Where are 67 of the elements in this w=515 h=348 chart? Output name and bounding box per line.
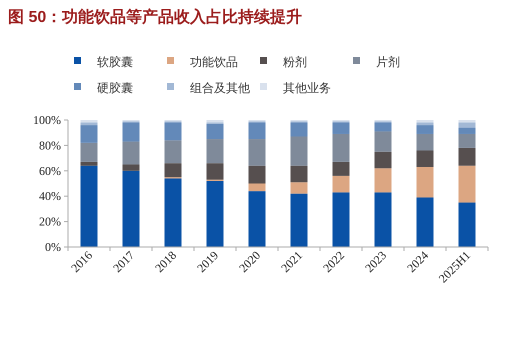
bar bbox=[290, 182, 308, 194]
bar bbox=[290, 194, 308, 247]
bar bbox=[458, 166, 476, 203]
bar bbox=[80, 125, 98, 143]
bar bbox=[458, 202, 476, 247]
legend-label: 组合及其他 bbox=[190, 81, 250, 95]
bar bbox=[458, 148, 476, 166]
y-tick-label: 0% bbox=[45, 240, 61, 254]
bar bbox=[332, 134, 350, 162]
bar bbox=[206, 180, 224, 247]
legend-label: 硬胶囊 bbox=[97, 81, 133, 95]
bar bbox=[164, 122, 182, 140]
bar bbox=[290, 122, 308, 137]
bar bbox=[80, 122, 98, 126]
legend-label: 其他业务 bbox=[283, 81, 331, 95]
bar bbox=[416, 150, 434, 167]
legend-label: 功能饮品 bbox=[190, 55, 238, 69]
bar bbox=[80, 120, 98, 123]
bar bbox=[122, 170, 140, 247]
legend-label: 软胶囊 bbox=[97, 55, 133, 69]
bar bbox=[248, 139, 266, 166]
y-tick-label: 40% bbox=[39, 189, 61, 204]
bar bbox=[416, 125, 434, 134]
bar bbox=[164, 178, 182, 247]
bar bbox=[248, 191, 266, 247]
bar bbox=[206, 139, 224, 164]
bar bbox=[332, 162, 350, 176]
bar bbox=[122, 142, 140, 164]
bar bbox=[248, 122, 266, 140]
bar bbox=[374, 122, 392, 132]
bar bbox=[122, 122, 140, 142]
bar bbox=[374, 152, 392, 168]
y-tick-label: 80% bbox=[39, 138, 61, 152]
bar bbox=[458, 134, 476, 148]
bar bbox=[332, 192, 350, 247]
bar bbox=[290, 136, 308, 166]
legend-label: 片剂 bbox=[376, 55, 400, 69]
bar bbox=[374, 192, 392, 247]
bar bbox=[206, 163, 224, 180]
bar bbox=[416, 197, 434, 247]
bar bbox=[80, 166, 98, 247]
y-tick-label: 60% bbox=[39, 164, 61, 178]
bar bbox=[206, 120, 224, 123]
bar bbox=[80, 162, 98, 166]
bar bbox=[290, 166, 308, 182]
bar bbox=[332, 176, 350, 192]
bar bbox=[206, 124, 224, 140]
bar bbox=[416, 166, 434, 198]
bar bbox=[416, 134, 434, 150]
y-tick-label: 100% bbox=[33, 113, 61, 127]
bar bbox=[248, 184, 266, 192]
bar bbox=[80, 142, 98, 162]
bar bbox=[458, 122, 476, 128]
bar bbox=[164, 140, 182, 164]
bar bbox=[248, 166, 266, 184]
bar bbox=[374, 131, 392, 152]
bar bbox=[122, 164, 140, 171]
y-tick-label: 20% bbox=[39, 214, 61, 229]
bar bbox=[416, 120, 434, 123]
legend-label: 粉剂 bbox=[283, 55, 307, 69]
bar bbox=[164, 163, 182, 178]
bar bbox=[458, 128, 476, 134]
bar bbox=[374, 168, 392, 192]
bar bbox=[416, 122, 434, 126]
bar bbox=[458, 120, 476, 123]
bar bbox=[332, 122, 350, 134]
chart-title: 图 50：功能饮品等产品收入占比持续提升 bbox=[8, 8, 302, 26]
